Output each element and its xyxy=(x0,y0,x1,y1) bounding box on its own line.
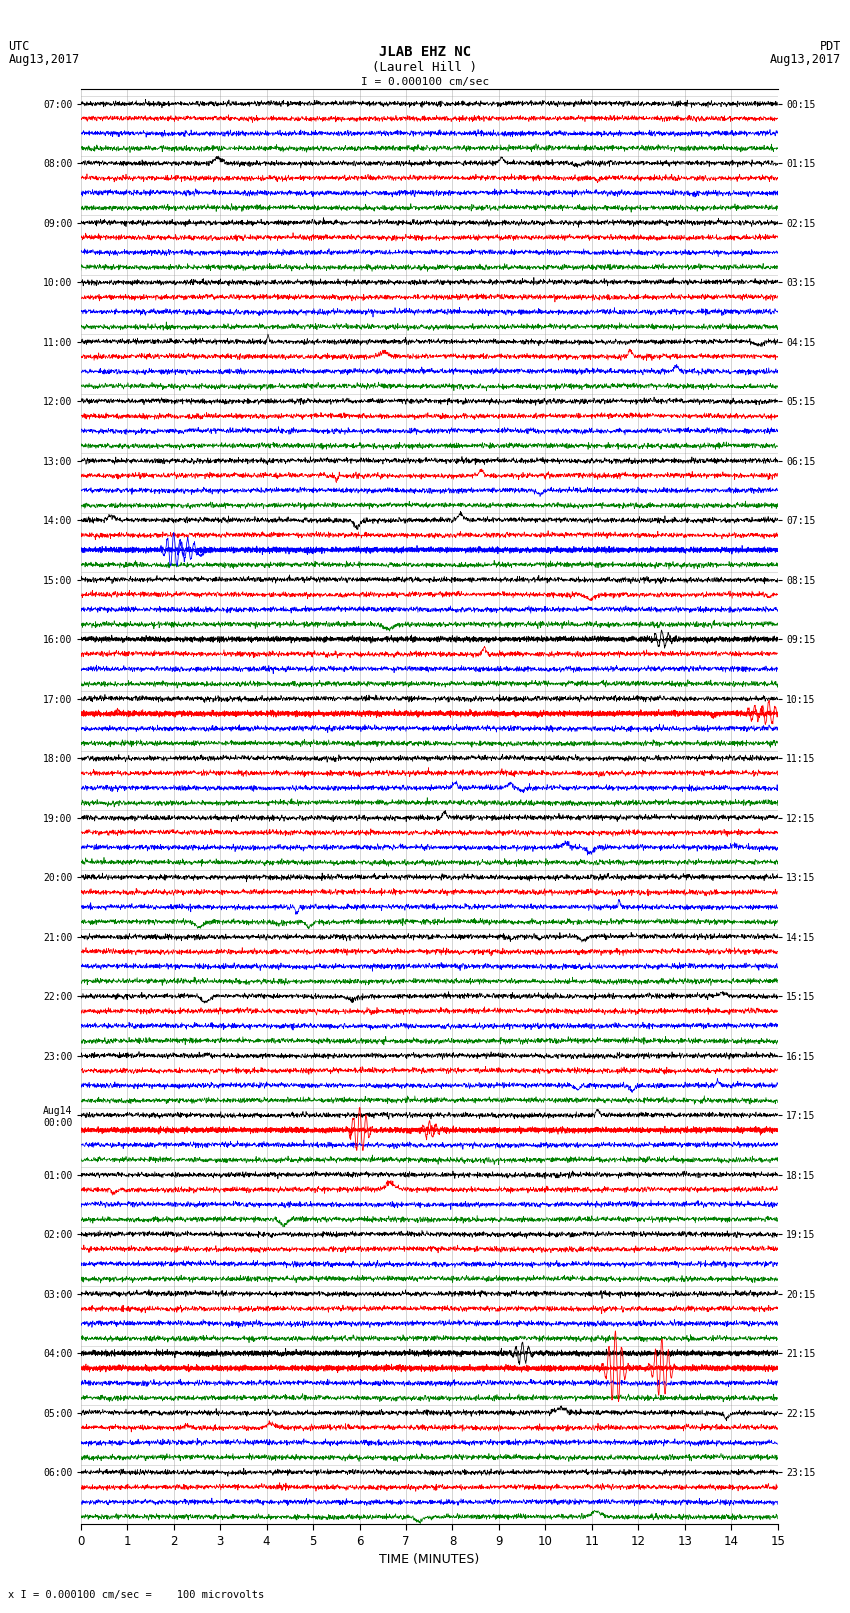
Text: JLAB EHZ NC: JLAB EHZ NC xyxy=(379,45,471,60)
Text: x I = 0.000100 cm/sec =    100 microvolts: x I = 0.000100 cm/sec = 100 microvolts xyxy=(8,1590,264,1600)
Text: UTC: UTC xyxy=(8,40,30,53)
X-axis label: TIME (MINUTES): TIME (MINUTES) xyxy=(379,1553,479,1566)
Text: Aug13,2017: Aug13,2017 xyxy=(8,53,80,66)
Text: PDT: PDT xyxy=(820,40,842,53)
Text: I = 0.000100 cm/sec: I = 0.000100 cm/sec xyxy=(361,77,489,87)
Text: (Laurel Hill ): (Laurel Hill ) xyxy=(372,61,478,74)
Text: Aug13,2017: Aug13,2017 xyxy=(770,53,842,66)
